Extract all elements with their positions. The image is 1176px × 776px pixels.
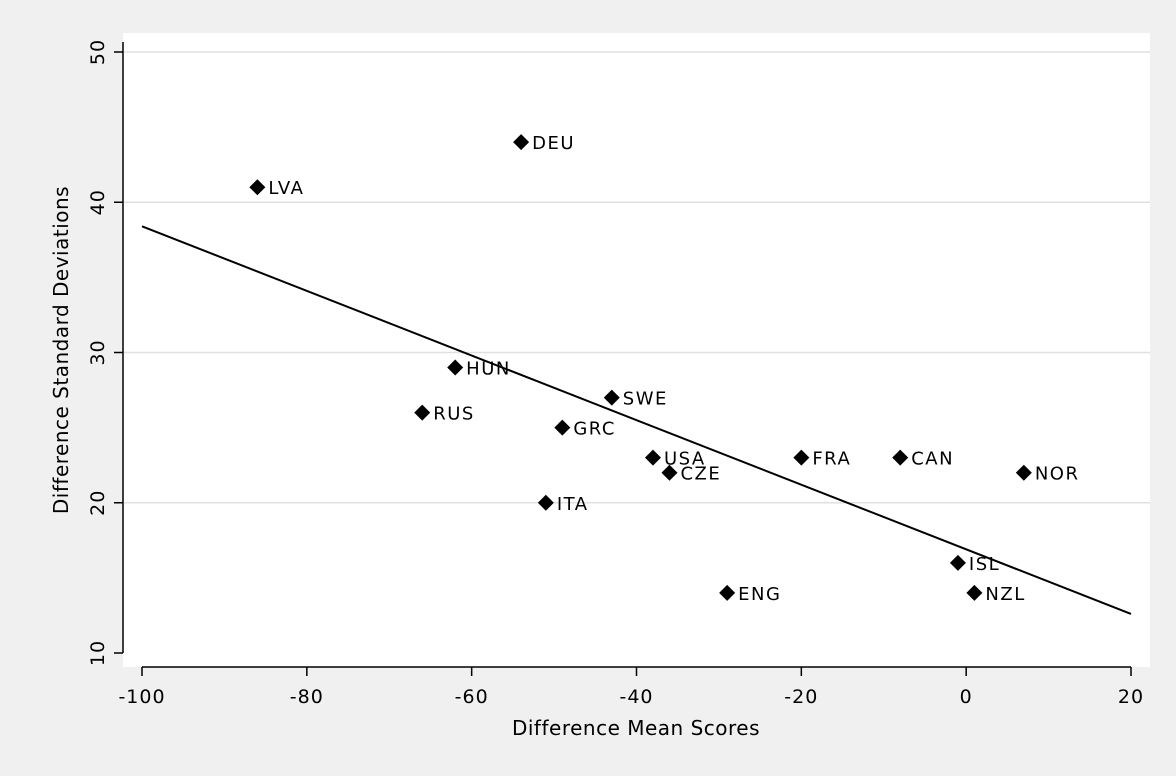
- y-tick-label-30: 30: [87, 339, 109, 365]
- x-tick-label--100: -100: [118, 686, 165, 708]
- y-tick-label-50: 50: [87, 39, 109, 65]
- point-label-grc: GRC: [573, 419, 616, 440]
- x-tick-label--80: -80: [290, 686, 324, 708]
- point-usa: [644, 449, 661, 466]
- y-tick-label-40: 40: [87, 189, 109, 215]
- y-axis-title: Difference Standard Deviations: [49, 186, 73, 514]
- point-ita: [537, 494, 554, 511]
- point-deu: [513, 134, 530, 151]
- point-label-cze: CZE: [680, 464, 721, 485]
- point-label-swe: SWE: [623, 389, 668, 410]
- point-label-isl: ISL: [969, 554, 1000, 575]
- point-label-lva: LVA: [268, 178, 304, 199]
- x-tick-label--20: -20: [784, 686, 818, 708]
- point-label-deu: DEU: [532, 133, 575, 154]
- point-cze: [661, 464, 678, 481]
- point-grc: [554, 419, 571, 436]
- x-axis-ticks: -100 -80 -60 -40 -20 0 20: [118, 667, 1144, 708]
- point-label-eng: ENG: [738, 584, 781, 605]
- point-label-fra: FRA: [812, 449, 851, 470]
- x-axis-title: Difference Mean Scores: [512, 716, 760, 740]
- y-tick-label-10: 10: [87, 640, 109, 666]
- point-swe: [603, 389, 620, 406]
- point-label-rus: RUS: [433, 404, 475, 425]
- point-label-ita: ITA: [557, 494, 589, 515]
- point-hun: [447, 359, 464, 376]
- fit-line: [141, 225, 1132, 615]
- point-fra: [793, 449, 810, 466]
- point-lva: [249, 179, 266, 196]
- gridlines: [124, 51, 1150, 504]
- point-label-hun: HUN: [466, 359, 511, 380]
- x-tick-label--60: -60: [455, 686, 489, 708]
- point-label-can: CAN: [911, 449, 954, 470]
- x-tick-label--40: -40: [619, 686, 653, 708]
- y-tick-label-20: 20: [87, 490, 109, 516]
- scatter-points: DEU LVA HUN SWE RUS GRC USA FRA CAN CZE NOR ITA ISL E…: [249, 133, 1080, 605]
- point-isl: [949, 554, 966, 571]
- x-tick-label-0: 0: [960, 686, 973, 708]
- plot-area: [123, 33, 1150, 667]
- point-can: [892, 449, 909, 466]
- point-rus: [414, 404, 431, 421]
- x-tick-label-20: 20: [1118, 686, 1144, 708]
- point-label-usa: USA: [664, 449, 706, 470]
- point-label-nor: NOR: [1035, 464, 1080, 485]
- point-nor: [1015, 464, 1032, 481]
- point-label-nzl: NZL: [985, 584, 1025, 605]
- point-eng: [719, 584, 736, 601]
- y-axis-ticks: 10 20 30 40 50: [87, 39, 123, 666]
- point-nzl: [966, 584, 983, 601]
